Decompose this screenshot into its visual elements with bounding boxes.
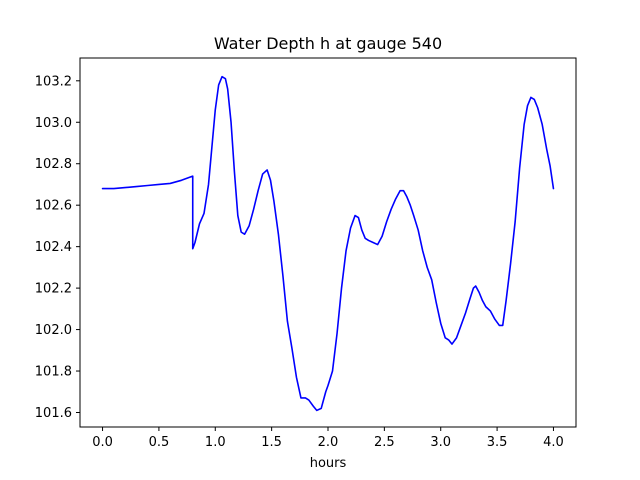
y-tick-label: 102.6 bbox=[35, 199, 72, 214]
x-axis: 0.0 0.5 1.0 1.5 2.0 2.5 3.0 3.5 4.0 bbox=[92, 427, 564, 450]
x-tick-label: 4.0 bbox=[543, 435, 564, 450]
y-tick-label: 102.8 bbox=[35, 157, 72, 172]
y-axis: 101.6 101.8 102.0 102.2 102.4 102.6 102.8 103.0… bbox=[35, 74, 80, 421]
plot-frame bbox=[79, 57, 577, 428]
y-tick-label: 103.0 bbox=[35, 116, 72, 131]
x-tick-label: 2.0 bbox=[318, 435, 339, 450]
y-tick-label: 103.2 bbox=[35, 74, 72, 89]
x-tick-label: 1.0 bbox=[205, 435, 226, 450]
series-line-0 bbox=[101, 75, 555, 412]
x-tick-label: 0.0 bbox=[92, 435, 113, 450]
y-tick-label: 102.2 bbox=[35, 282, 72, 297]
x-tick-label: 3.0 bbox=[430, 435, 451, 450]
x-tick-label: 0.5 bbox=[149, 435, 170, 450]
x-tick-label: 3.5 bbox=[487, 435, 508, 450]
y-tick-label: 101.8 bbox=[35, 365, 72, 380]
x-tick-label: 2.5 bbox=[374, 435, 395, 450]
y-tick-label: 102.4 bbox=[35, 240, 72, 255]
y-tick-label: 101.6 bbox=[35, 406, 72, 421]
chart-title: Water Depth h at gauge 540 bbox=[214, 34, 442, 53]
x-tick-label: 1.5 bbox=[261, 435, 282, 450]
plot-area bbox=[79, 57, 577, 428]
y-tick-label: 102.0 bbox=[35, 323, 72, 338]
x-axis-label: hours bbox=[310, 456, 347, 471]
